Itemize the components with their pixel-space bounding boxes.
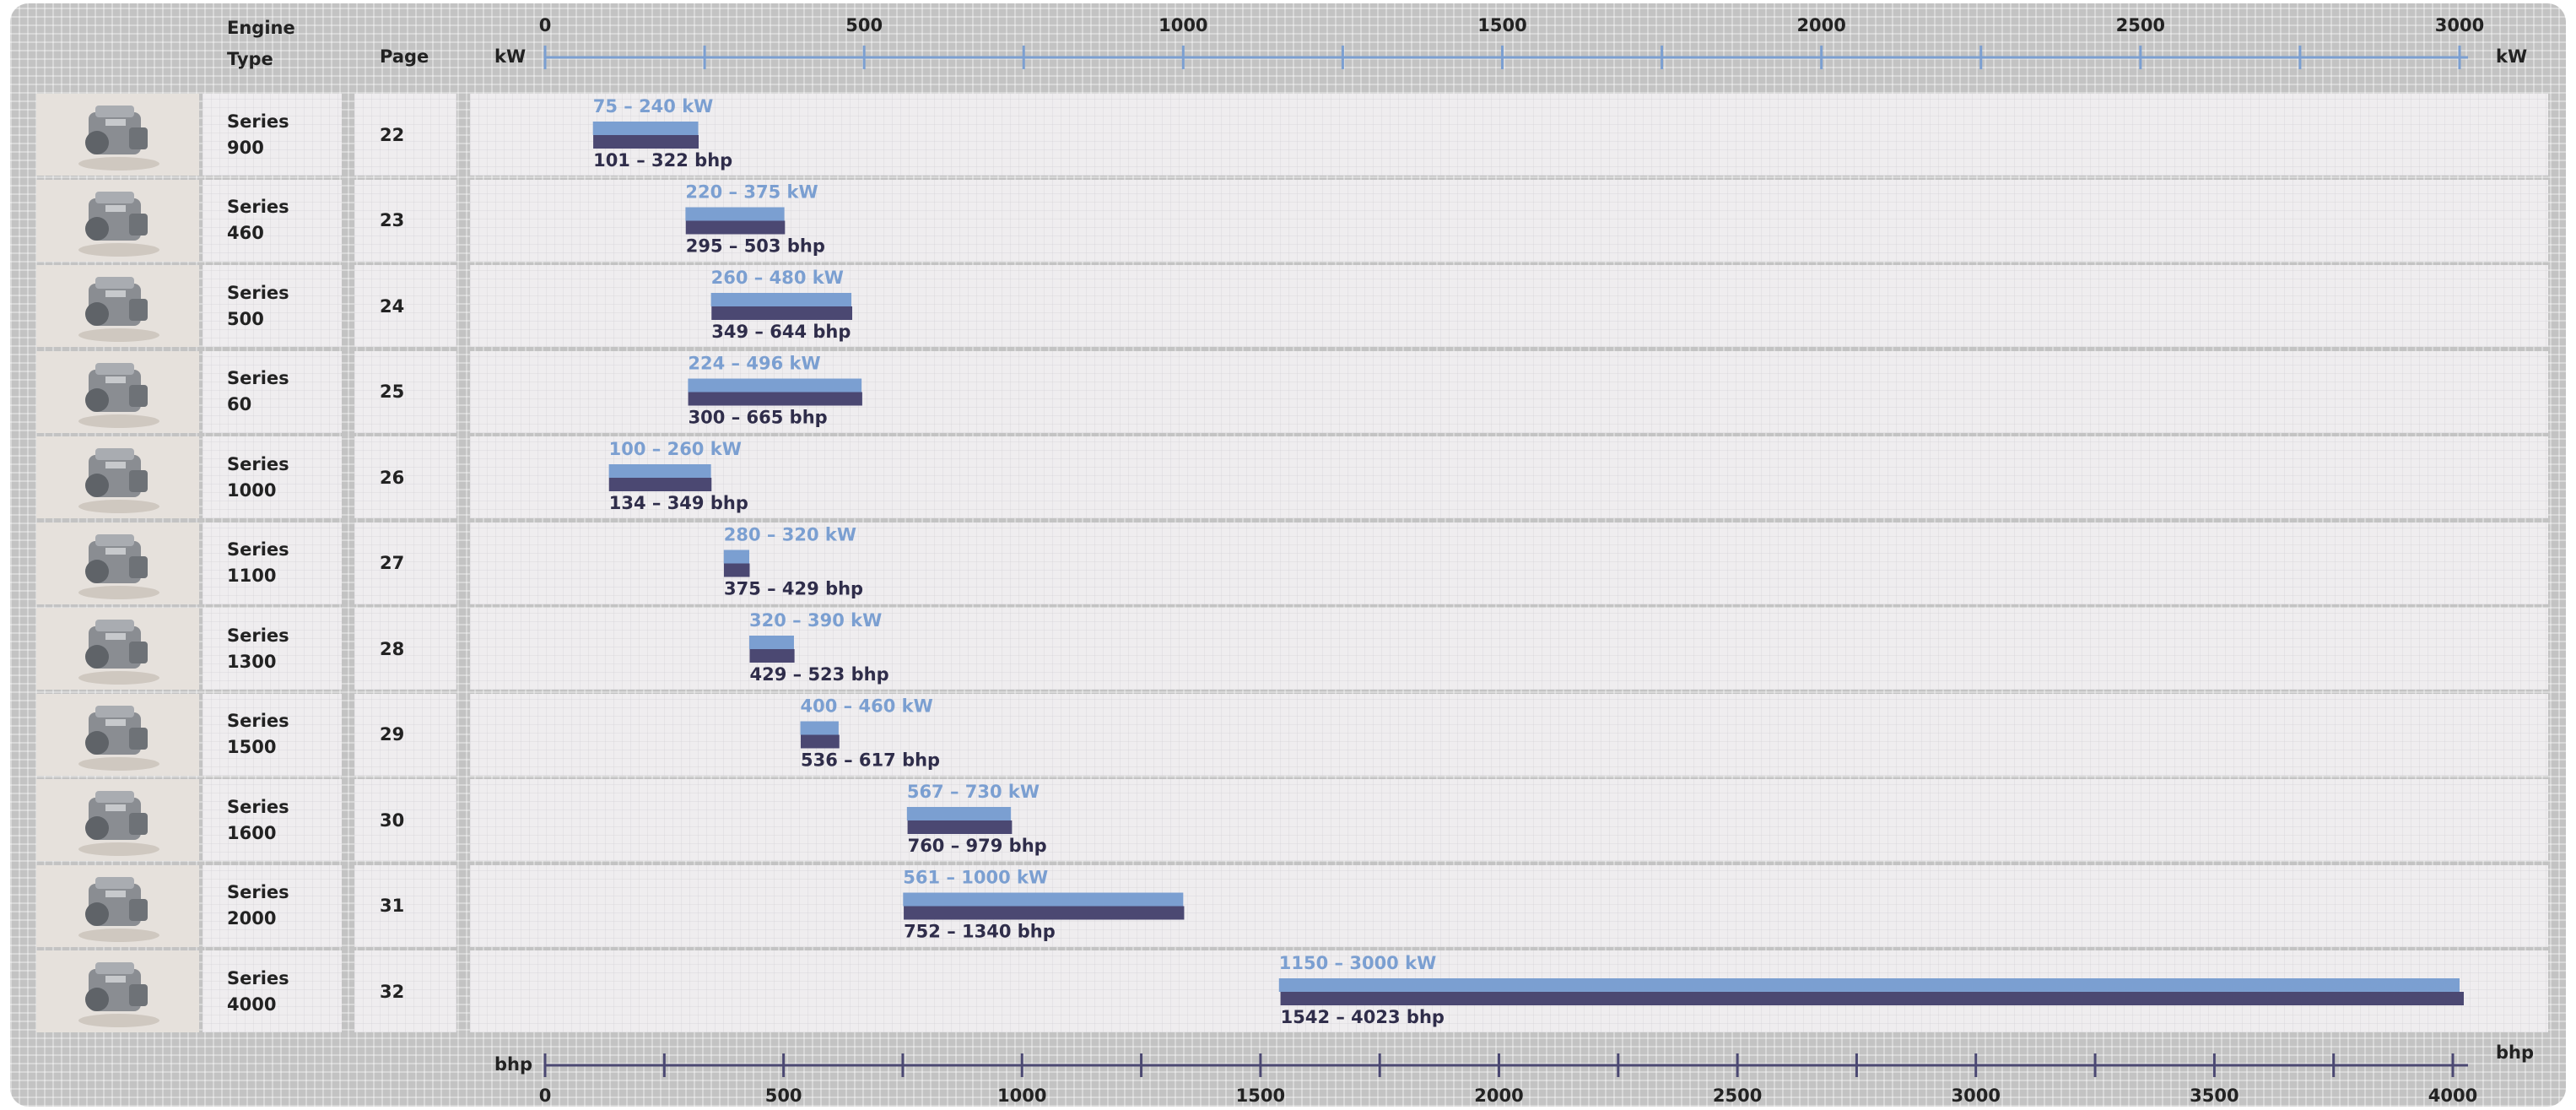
range-bar xyxy=(688,379,861,393)
bhp-range-label: 760 – 979 bhp xyxy=(908,836,1047,856)
range-bar xyxy=(593,135,699,149)
bhp-range-label: 134 – 349 bhp xyxy=(609,493,748,513)
range-bar xyxy=(801,735,840,749)
range-bar xyxy=(903,893,1183,907)
x-tick-label: 2500 xyxy=(2116,15,2165,35)
kw-range-label: 260 – 480 kW xyxy=(711,268,844,288)
kw-range-label: 400 – 460 kW xyxy=(801,696,933,717)
range-bar xyxy=(686,221,786,235)
x-tick-label: 2000 xyxy=(1796,15,1845,35)
kw-range-label: 1150 – 3000 kW xyxy=(1279,953,1436,973)
page: Engine Type Page Series 90022 Series 460… xyxy=(0,0,2576,1110)
x-tick-label: 0 xyxy=(539,15,552,35)
kw-range-label: 220 – 375 kW xyxy=(685,182,818,203)
range-bar xyxy=(609,478,712,491)
bhp-range-label: 536 – 617 bhp xyxy=(801,750,940,771)
bhp-range-label: 300 – 665 bhp xyxy=(689,408,828,428)
range-bar xyxy=(1279,978,2460,992)
bhp-range-label: 295 – 503 bhp xyxy=(686,236,825,257)
bhp-range-label: 752 – 1340 bhp xyxy=(904,922,1056,942)
kw-range-label: 224 – 496 kW xyxy=(688,354,820,374)
x-axis-unit: kW xyxy=(2496,46,2527,67)
x2-tick-label: 4000 xyxy=(2428,1086,2477,1106)
x2-tick-label: 0 xyxy=(539,1086,552,1106)
kw-range-label: 75 – 240 kW xyxy=(593,96,714,116)
x2-axis-unit: bhp xyxy=(494,1054,532,1075)
range-bar xyxy=(904,907,1184,920)
bhp-range-label: 375 – 429 bhp xyxy=(724,579,863,599)
x2-tick-label: 1500 xyxy=(1236,1086,1285,1106)
range-bar xyxy=(685,208,784,221)
kw-range-label: 100 – 260 kW xyxy=(609,439,742,459)
x-tick-label: 1500 xyxy=(1477,15,1526,35)
range-bar xyxy=(724,550,749,564)
kw-range-label: 567 – 730 kW xyxy=(907,782,1040,802)
bhp-range-label: 349 – 644 bhp xyxy=(711,322,851,342)
bhp-range-label: 101 – 322 bhp xyxy=(593,150,732,171)
range-bar xyxy=(749,649,794,663)
x2-tick-label: 3500 xyxy=(2190,1086,2238,1106)
bhp-range-label: 1542 – 4023 bhp xyxy=(1281,1007,1445,1027)
chart: 0 500 1000 1500 2000 2500 3000 kW kW 0 500 1000 1500… xyxy=(0,0,2576,1110)
x-tick-label: 3000 xyxy=(2435,15,2484,35)
bhp-range-label: 429 – 523 bhp xyxy=(749,664,888,685)
range-bar xyxy=(801,722,839,735)
x2-tick-label: 500 xyxy=(765,1086,802,1106)
range-bar xyxy=(1281,992,2464,1005)
range-bar xyxy=(908,820,1013,834)
x-tick-label: 1000 xyxy=(1158,15,1207,35)
x2-tick-label: 2000 xyxy=(1474,1086,1523,1106)
x-tick-label: 500 xyxy=(845,15,883,35)
range-bar xyxy=(593,122,699,135)
range-bar xyxy=(907,807,1011,820)
range-bar xyxy=(609,464,711,478)
x2-tick-label: 1000 xyxy=(997,1086,1046,1106)
kw-range-label: 561 – 1000 kW xyxy=(903,868,1048,888)
x2-tick-label: 3000 xyxy=(1952,1086,2001,1106)
range-bar xyxy=(711,293,851,306)
kw-range-label: 320 – 390 kW xyxy=(749,610,882,631)
range-bar xyxy=(689,393,862,406)
kw-range-label: 280 – 320 kW xyxy=(724,525,856,545)
x-axis-unit: kW xyxy=(494,46,526,67)
x2-tick-label: 2500 xyxy=(1713,1086,1762,1106)
x2-axis-unit: bhp xyxy=(2496,1042,2534,1063)
range-bar xyxy=(749,636,794,649)
range-bar xyxy=(724,564,750,577)
range-bar xyxy=(711,306,852,320)
